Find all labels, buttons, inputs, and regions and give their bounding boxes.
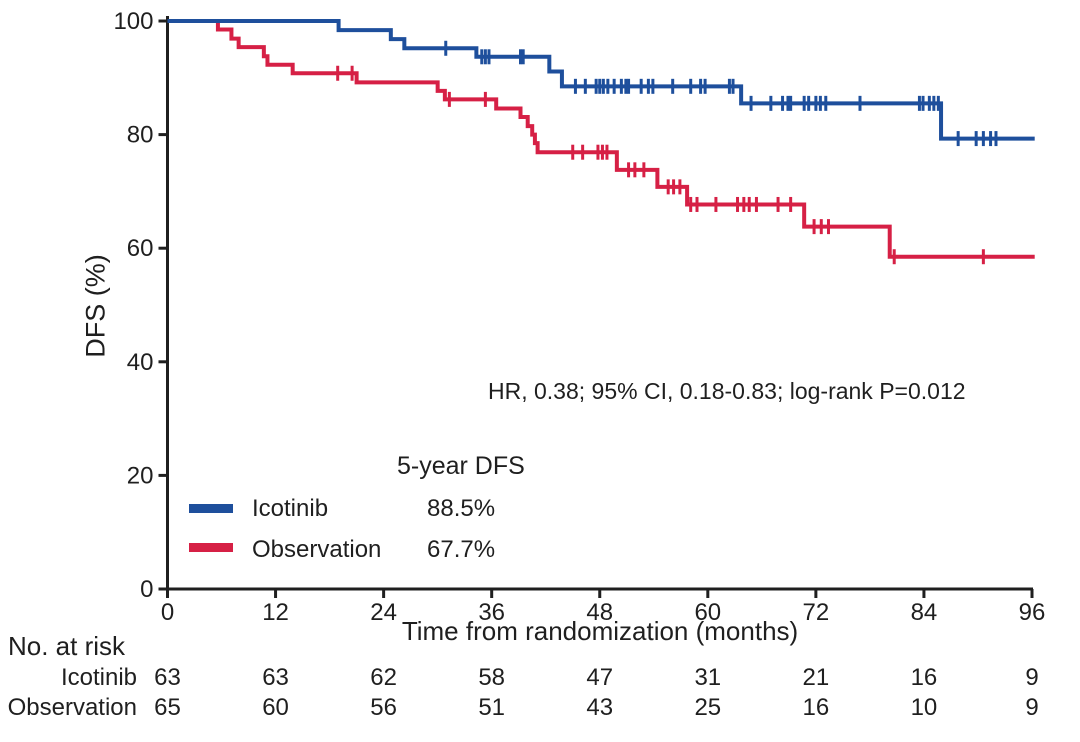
risk-count: 62: [370, 664, 397, 691]
x-tick-label: 84: [911, 599, 938, 626]
stats-annotation: HR, 0.38; 95% CI, 0.18-0.83; log-rank P=…: [488, 378, 966, 404]
y-tick-label: 60: [127, 235, 154, 262]
risk-count: 63: [154, 664, 181, 691]
x-axis-title: Time from randomization (months): [401, 616, 799, 646]
legend-header: 5-year DFS: [397, 452, 525, 480]
risk-count: 10: [910, 694, 938, 721]
risk-count: 51: [478, 694, 506, 721]
risk-count: 9: [1025, 664, 1039, 691]
legend-swatch-observation: [189, 543, 233, 552]
risk-count: 56: [370, 694, 397, 721]
x-tick-label: 96: [1019, 599, 1046, 626]
risk-count: 60: [262, 694, 289, 721]
risk-count: 31: [694, 664, 722, 691]
risk-count: 58: [478, 664, 506, 691]
observation-curve: [167, 19, 1035, 259]
risk-count: 25: [694, 694, 722, 721]
y-tick-label: 20: [127, 462, 154, 489]
x-tick-label: 48: [586, 599, 613, 626]
x-tick-label: 0: [161, 599, 174, 626]
legend-label-icotinib: Icotinib: [252, 495, 329, 522]
legend-swatch-icotinib: [189, 504, 233, 513]
x-tick-label: 12: [262, 599, 289, 626]
x-tick-label: 60: [694, 599, 721, 626]
x-tick-label: 72: [803, 599, 830, 626]
legend-value-icotinib: 88.5%: [427, 495, 496, 522]
risk-count: 9: [1025, 694, 1039, 721]
y-tick-label: 40: [127, 349, 154, 376]
risk-row-label-observation: Observation: [7, 694, 137, 721]
y-tick-label: 100: [113, 8, 153, 35]
x-tick-label: 36: [478, 599, 505, 626]
legend-value-observation: 67.7%: [427, 536, 496, 563]
risk-count: 21: [802, 664, 830, 691]
x-tick-label: 24: [370, 599, 397, 626]
y-tick-label: 0: [140, 576, 153, 603]
y-axis-title: DFS (%): [80, 254, 111, 358]
risk-count: 63: [262, 664, 289, 691]
risk-count: 65: [154, 694, 181, 721]
risk-count: 47: [586, 664, 614, 691]
risk-count: 16: [802, 694, 830, 721]
risk-count: 43: [586, 694, 614, 721]
risk-row-label-icotinib: Icotinib: [60, 664, 137, 691]
risk-table-title: No. at risk: [8, 631, 126, 661]
y-tick-label: 80: [127, 122, 154, 149]
icotinib-curve: [167, 19, 1035, 141]
legend-label-observation: Observation: [252, 536, 382, 563]
risk-count: 16: [910, 664, 938, 691]
